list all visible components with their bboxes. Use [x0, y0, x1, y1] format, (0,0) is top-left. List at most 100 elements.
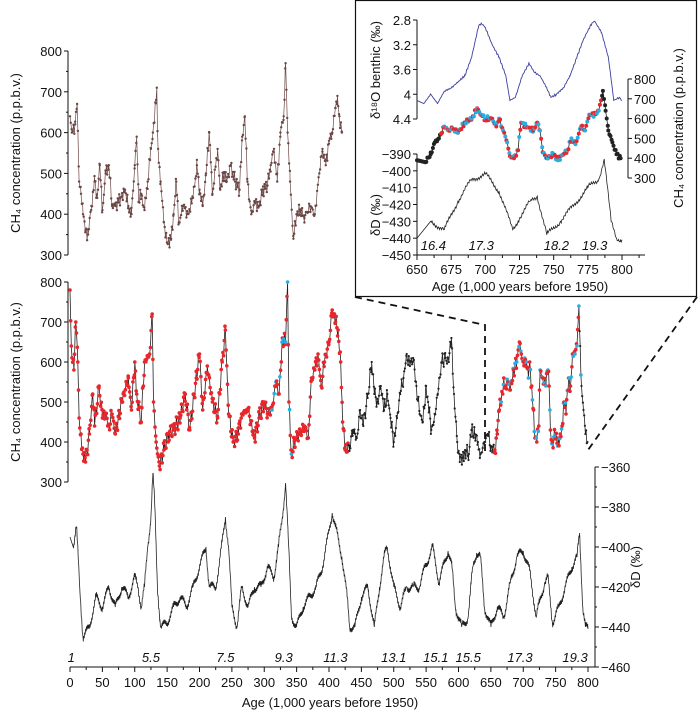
vostok-ch4-point: [135, 135, 138, 138]
vostok-ch4-point: [75, 107, 78, 111]
vostok-ch4-point: [224, 171, 227, 174]
vostok-ch4-point: [288, 180, 292, 183]
black-ch4-point: [458, 460, 461, 464]
red-ch4-point: [151, 357, 155, 362]
red-ch4-point: [73, 325, 78, 329]
red-ch4-point: [92, 424, 97, 428]
vostok-ch4-point: [286, 131, 289, 134]
black-ch4-point: [381, 397, 384, 400]
red-ch4-point: [118, 411, 123, 416]
x-axis-tick-label: 250: [221, 675, 243, 690]
black-ch4-point: [432, 423, 435, 427]
red-ch4-point: [537, 388, 542, 392]
vostok-ch4-point: [233, 180, 237, 183]
inset-black-ch4-point: [611, 143, 616, 148]
red-ch4-point: [203, 391, 207, 395]
vostok-ch4-point: [292, 234, 295, 238]
red-ch4-point: [76, 360, 80, 364]
vostok-ch4-point: [107, 168, 110, 171]
inset-red-ch4-point: [533, 125, 538, 130]
vostok-ch4-point: [189, 210, 192, 213]
red-ch4-point: [126, 376, 131, 380]
vostok-ch4-point: [313, 213, 316, 216]
vostok-ch4-point: [96, 196, 99, 200]
red-ch4-point: [327, 337, 332, 342]
red-ch4-point: [296, 439, 301, 443]
vostok-ch4-point: [126, 193, 129, 196]
black-ch4-point: [422, 405, 425, 408]
red-ch4-point: [88, 423, 92, 428]
red-ch4-point: [87, 427, 91, 431]
red-ch4-point: [188, 428, 192, 432]
vostok-ch4-point: [237, 194, 241, 197]
red-ch4-point: [85, 448, 89, 453]
vostok-ch4-point: [340, 131, 344, 134]
inset-cyan-ch4-point: [505, 140, 510, 145]
inset-black-ch4-point: [613, 148, 618, 152]
red-ch4-point: [568, 389, 572, 394]
inset-stage-label: 17.3: [469, 238, 495, 253]
red-ch4-point: [111, 419, 116, 423]
vostok-ch4-point: [130, 213, 133, 216]
vostok-ch4-point: [177, 223, 180, 226]
red-ch4-point: [77, 416, 81, 420]
red-ch4-point: [495, 428, 499, 432]
red-ch4-point: [252, 436, 257, 440]
vostok-ch4-point: [327, 142, 331, 145]
vostok-ch4-point: [266, 184, 269, 187]
vostok-ch4-point: [89, 210, 92, 214]
vostok-ch4-point: [206, 146, 209, 150]
inset-cyan-ch4-point: [558, 157, 562, 162]
red-ch4-point: [202, 396, 206, 400]
middle-y-axis-tick-label: 800: [40, 275, 62, 290]
red-ch4-point: [170, 434, 174, 439]
inset-black-ch4-point: [603, 108, 608, 113]
red-ch4-point: [85, 452, 90, 457]
red-ch4-point: [502, 376, 506, 380]
black-ch4-point: [348, 449, 351, 452]
vostok-ch4-point: [197, 175, 200, 179]
black-ch4-point: [349, 447, 352, 450]
vostok-ch4-point: [287, 162, 291, 165]
inset-red-ch4-point: [518, 127, 523, 132]
vostok-ch4-point: [291, 224, 294, 227]
vostok-ch4-point: [70, 128, 73, 131]
red-ch4-point: [252, 429, 256, 433]
cyan-ch4-point: [536, 429, 541, 434]
black-ch4-point: [455, 434, 458, 438]
vostok-ch4-point: [267, 177, 271, 180]
vostok-ch4-point: [132, 180, 135, 183]
x-axis-tick-label: 350: [286, 675, 308, 690]
vostok-ch4-point: [199, 192, 202, 195]
vostok-ch4-point: [212, 182, 216, 185]
red-ch4-point: [274, 379, 279, 383]
black-ch4-point: [392, 445, 395, 448]
cyan-ch4-point: [579, 373, 583, 377]
red-ch4-point: [529, 384, 534, 388]
vostok-ch4-point: [95, 193, 99, 196]
vostok-ch4-point: [207, 149, 210, 152]
black-ch4-point: [379, 384, 382, 388]
vostok-ch4-point: [284, 67, 287, 70]
marine-isotope-stage-label: 13.1: [381, 650, 406, 665]
red-ch4-point: [223, 324, 227, 329]
black-ch4-point: [407, 363, 410, 366]
red-ch4-point: [98, 393, 102, 398]
inset-deltaD-axis-tick-label: −430: [382, 214, 411, 229]
inset-cyan-ch4-point: [583, 128, 588, 133]
inset-x-tick-label: 700: [474, 262, 496, 277]
inset-ch4-axis-tick-label: 600: [634, 112, 656, 127]
inset-d18o-axis-tick-label: 4: [404, 87, 411, 102]
black-ch4-point: [379, 387, 382, 390]
red-ch4-point: [336, 328, 340, 332]
red-ch4-point: [235, 438, 240, 442]
black-ch4-point: [354, 432, 357, 435]
black-ch4-point: [459, 455, 462, 458]
vostok-ch4-point: [104, 169, 107, 172]
inset-x-tick-label: 650: [406, 262, 428, 277]
inset-deltaD-axis-tick-label: −450: [382, 248, 411, 263]
red-ch4-point: [193, 395, 197, 400]
vostok-ch4-point: [216, 147, 219, 151]
red-ch4-point: [132, 373, 137, 377]
vostok-ch4-point: [118, 204, 122, 207]
